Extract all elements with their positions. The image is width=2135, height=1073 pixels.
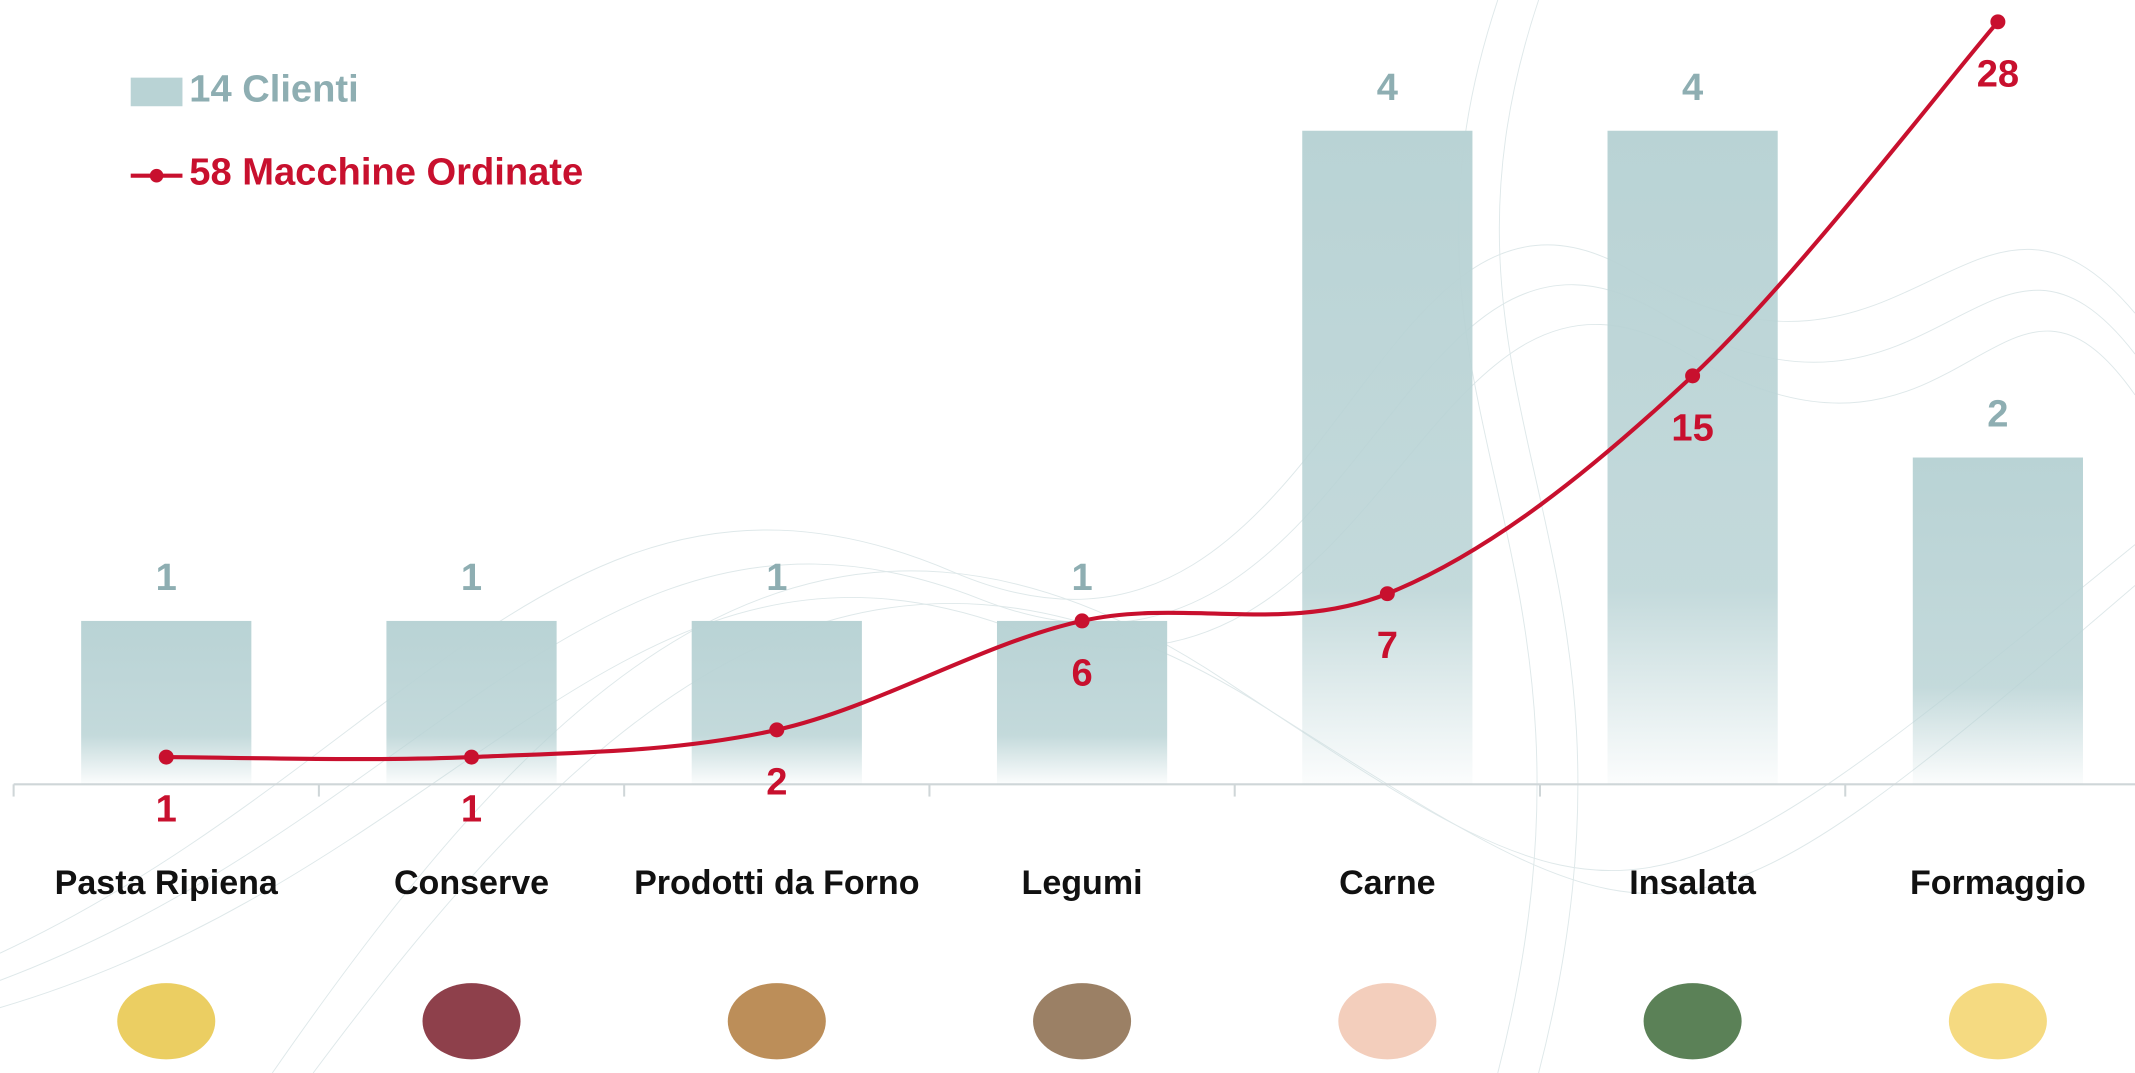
bar-value-label: 1 (461, 556, 482, 599)
legend-label: 58 Macchine Ordinate (189, 150, 583, 193)
food-icon (422, 983, 521, 1060)
x-tick-label: Insalata (1629, 864, 1757, 902)
bar-value-label: 1 (156, 556, 177, 599)
line-point (1379, 586, 1395, 602)
line-value-label: 1 (461, 788, 482, 831)
line-value-label: 7 (1377, 624, 1398, 667)
bar (1607, 130, 1778, 785)
line-point (769, 722, 785, 738)
bar (1302, 130, 1473, 785)
line-value-label: 2 (766, 760, 787, 803)
line-point (1685, 368, 1701, 384)
food-icon (727, 983, 826, 1060)
food-icon (1948, 983, 2047, 1060)
x-tick-label: Formaggio (1910, 864, 2086, 902)
line-value-label: 6 (1071, 651, 1092, 694)
x-tick-label: Pasta Ripiena (55, 864, 279, 902)
line-point (1990, 14, 2006, 30)
line-value-label: 1 (156, 788, 177, 831)
x-tick-label: Carne (1339, 864, 1435, 902)
food-icon (1033, 983, 1132, 1060)
legend-line-marker (149, 168, 164, 183)
bar (1912, 457, 2083, 785)
line-value-label: 28 (1977, 52, 2019, 95)
bar-value-label: 1 (1071, 556, 1092, 599)
legend-bar-swatch (130, 77, 183, 107)
x-tick-label: Legumi (1022, 864, 1143, 902)
line-value-label: 15 (1671, 406, 1713, 449)
bar-value-label: 4 (1682, 66, 1703, 109)
bar-value-label: 4 (1377, 66, 1398, 109)
food-icon (117, 983, 216, 1060)
bar-value-label: 1 (766, 556, 787, 599)
bar (691, 620, 862, 785)
food-icon (1338, 983, 1437, 1060)
line-point (1074, 613, 1090, 629)
line-point (464, 749, 480, 765)
legend: 14 Clienti 58 Macchine Ordinate (130, 67, 583, 193)
bar (996, 620, 1168, 785)
line-point (158, 749, 174, 765)
bar-value-label: 2 (1987, 393, 2008, 436)
food-icon (1643, 983, 1742, 1060)
x-tick-label: Prodotti da Forno (634, 864, 919, 902)
legend-label: 14 Clienti (189, 67, 358, 110)
x-tick-label: Conserve (394, 864, 549, 902)
